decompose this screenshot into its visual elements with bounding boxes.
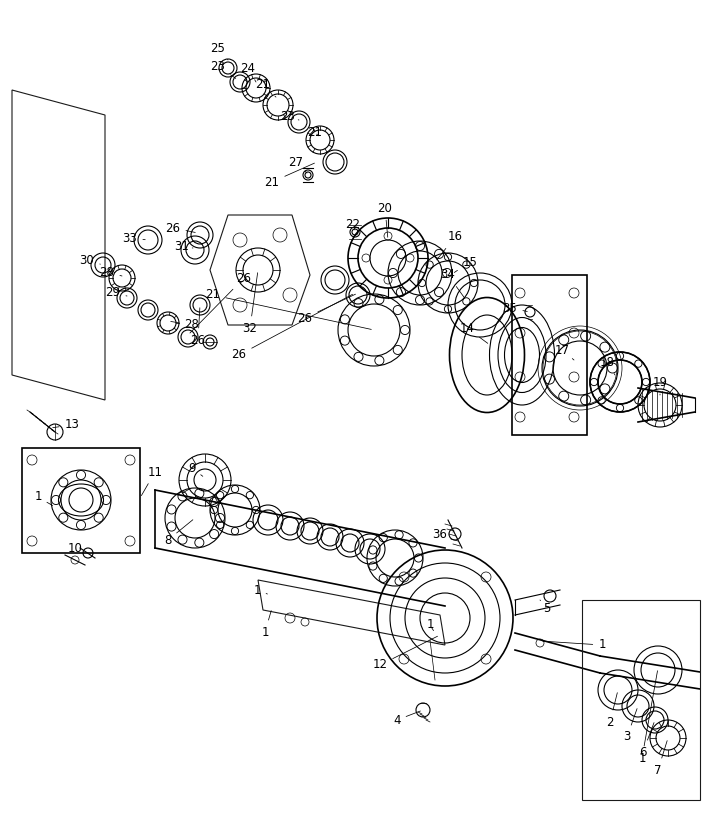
Text: 19: 19 (652, 375, 667, 395)
Text: 6: 6 (640, 723, 654, 759)
Text: 9: 9 (188, 462, 202, 477)
Text: 33: 33 (123, 232, 145, 245)
Text: 8: 8 (164, 520, 193, 547)
Text: 26: 26 (232, 295, 352, 361)
Text: 20: 20 (378, 202, 392, 237)
Text: 18: 18 (600, 356, 615, 375)
Text: 1: 1 (426, 619, 434, 632)
Text: 34: 34 (441, 268, 464, 298)
Text: 36: 36 (433, 529, 453, 542)
Text: 2: 2 (606, 693, 617, 729)
Text: 14: 14 (459, 322, 488, 344)
Text: 26: 26 (165, 221, 195, 234)
Text: 1: 1 (638, 671, 657, 765)
Text: 29: 29 (106, 286, 127, 299)
Text: 7: 7 (655, 741, 667, 777)
Text: 26: 26 (190, 308, 205, 347)
Text: 22: 22 (346, 219, 361, 232)
Text: 26: 26 (297, 295, 356, 325)
Text: 28: 28 (100, 265, 122, 278)
Text: 21: 21 (265, 163, 314, 188)
Text: 24: 24 (240, 61, 256, 82)
Text: 3: 3 (623, 708, 637, 743)
Text: 30: 30 (80, 254, 101, 267)
Text: 11: 11 (141, 465, 163, 495)
Text: 10: 10 (68, 542, 88, 555)
Text: 12: 12 (372, 636, 438, 672)
Text: 21: 21 (205, 289, 371, 330)
Text: 32: 32 (242, 273, 257, 335)
Text: 1: 1 (261, 610, 271, 638)
Text: 5: 5 (540, 600, 550, 614)
Text: 4: 4 (394, 711, 421, 726)
Text: 16: 16 (437, 230, 463, 259)
Text: 26: 26 (190, 272, 252, 333)
Bar (512, 275, 587, 435)
Text: 13: 13 (53, 419, 79, 432)
Text: 31: 31 (175, 241, 193, 254)
Text: 21: 21 (307, 126, 322, 139)
Text: 1: 1 (543, 638, 606, 651)
Text: 17: 17 (555, 344, 574, 360)
Text: 27: 27 (289, 156, 307, 173)
Text: 23: 23 (210, 60, 236, 78)
Bar (22, 448, 140, 553)
Text: 21: 21 (255, 78, 276, 97)
Text: 28: 28 (170, 318, 200, 331)
Text: 15: 15 (454, 255, 478, 273)
Text: 35: 35 (503, 301, 528, 314)
Text: 23: 23 (280, 110, 299, 123)
Text: 25: 25 (210, 42, 228, 60)
Text: 1: 1 (34, 490, 53, 506)
Text: 1: 1 (253, 583, 267, 596)
